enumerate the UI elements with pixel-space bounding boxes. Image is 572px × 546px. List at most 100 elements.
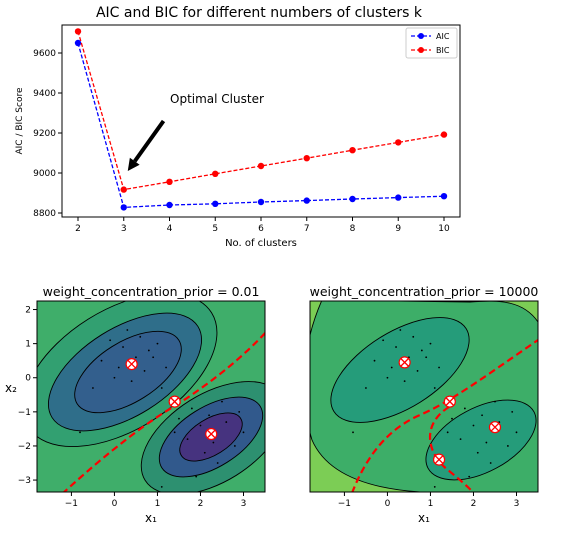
data-point: [420, 349, 423, 352]
y-axis-ticks: 8800 9000 9200 9400 9600: [33, 49, 62, 219]
data-point: [199, 424, 202, 427]
series-point-aic: [74, 39, 82, 47]
series-point-bic: [212, 170, 219, 177]
left-data-points: [79, 329, 245, 488]
left-chart-title: weight_concentration_prior = 0.01: [43, 284, 260, 299]
y-tick-label: 9200: [33, 129, 56, 139]
data-point: [476, 451, 479, 454]
data-point: [143, 370, 146, 372]
data-point: [186, 438, 189, 441]
y-tick-label: 9000: [33, 169, 56, 179]
data-point: [178, 417, 180, 420]
aic-bic-chart: AIC and BIC for different numbers of clu…: [15, 5, 461, 249]
x-tick-label: 6: [258, 224, 264, 234]
data-point: [451, 417, 453, 420]
data-point: [195, 475, 198, 478]
data-point: [494, 400, 496, 403]
y-axis-label: AIC / BIC Score: [15, 87, 25, 154]
y-tick-label: 8800: [33, 209, 56, 219]
data-point: [242, 431, 245, 434]
cluster-center-marker: [398, 356, 411, 369]
right-data-points: [352, 329, 518, 488]
x-tick-label: 2: [75, 224, 81, 234]
x-tick-label: 2: [471, 499, 477, 509]
x-tick-label: 5: [212, 224, 218, 234]
data-point: [463, 407, 466, 410]
series-point-aic: [120, 204, 127, 211]
data-point: [386, 376, 389, 379]
cluster-center-marker: [168, 395, 181, 408]
data-point: [160, 485, 163, 488]
y-tick-label: 2: [25, 306, 31, 316]
x-axis-label: No. of clusters: [225, 238, 297, 249]
cluster-center-cross: [170, 397, 180, 407]
right-decision-boundary-b: [429, 406, 474, 492]
data-point: [365, 387, 367, 389]
y-tick-label: 1: [25, 340, 31, 350]
left-x-axis-label: x₁: [145, 511, 157, 525]
data-point: [109, 339, 112, 342]
legend: AIC BIC: [405, 27, 458, 59]
annotation-text: Optimal Cluster: [170, 92, 264, 106]
data-point: [489, 462, 492, 464]
right-x-axis-ticks: −1 0 1 2 3: [338, 492, 519, 509]
data-point: [233, 445, 236, 447]
legend-bic-label: BIC: [436, 46, 450, 55]
prior-001-chart: weight_concentration_prior = 0.01 −1 0 1 2 3…: [5, 284, 266, 525]
data-point: [126, 329, 129, 331]
cluster-center-marker: [432, 453, 446, 466]
data-point: [113, 376, 116, 379]
x-tick-label: 8: [350, 224, 356, 234]
data-point: [472, 424, 475, 427]
data-point: [390, 366, 393, 369]
x-axis-ticks: 2 3 4 5 6 7 8 9 10: [75, 217, 450, 234]
data-point: [130, 380, 133, 383]
right-x-axis-label: x₁: [418, 511, 430, 525]
series-point-aic: [395, 194, 402, 201]
data-point: [511, 410, 514, 413]
cluster-center-marker: [205, 427, 218, 441]
data-point: [238, 410, 241, 413]
left-frame: [36, 300, 266, 493]
data-point: [481, 414, 483, 417]
x-tick-label: 1: [428, 499, 434, 509]
prior-10000-chart: weight_concentration_prior = 10000 −1 0 1 2…: [309, 284, 539, 525]
data-point: [459, 438, 462, 441]
data-point: [79, 431, 81, 434]
aic-bic-plot-area: [74, 28, 448, 211]
data-point: [208, 414, 210, 417]
cluster-center-cross: [127, 359, 137, 369]
series-point-aic: [349, 195, 356, 203]
data-point: [117, 366, 120, 369]
right-contour-level-2a: [330, 317, 470, 423]
annotation-arrow: [133, 119, 166, 163]
x-tick-label: −1: [338, 499, 351, 509]
series-point-aic: [440, 193, 448, 200]
series-point-bic: [257, 162, 265, 170]
x-tick-label: 0: [112, 499, 118, 509]
data-point: [395, 346, 397, 348]
left-y-axis-ticks: −3 −2 −1 0 1 2: [18, 306, 37, 486]
chart-title: AIC and BIC for different numbers of clu…: [96, 5, 423, 21]
data-point: [225, 421, 228, 423]
legend-bic-marker: [418, 47, 424, 53]
left-x-axis-ticks: −1 0 1 2 3: [65, 492, 246, 509]
series-point-aic: [303, 197, 310, 204]
data-point: [382, 339, 385, 342]
cluster-center-cross: [206, 429, 216, 439]
series-point-bic: [440, 131, 448, 138]
y-tick-label: 9600: [33, 49, 56, 59]
legend-aic-marker: [418, 33, 424, 39]
x-tick-label: −1: [65, 499, 78, 509]
series-point-bic: [120, 186, 127, 193]
data-point: [373, 359, 376, 362]
data-point: [416, 370, 419, 372]
data-point: [216, 462, 219, 464]
series-line-aic: [77, 42, 445, 209]
data-point: [156, 342, 159, 345]
y-tick-label: −3: [18, 476, 31, 486]
right-contour-area: [310, 301, 538, 492]
series-point-bic: [303, 155, 310, 162]
left-cluster-centers: [125, 357, 218, 441]
